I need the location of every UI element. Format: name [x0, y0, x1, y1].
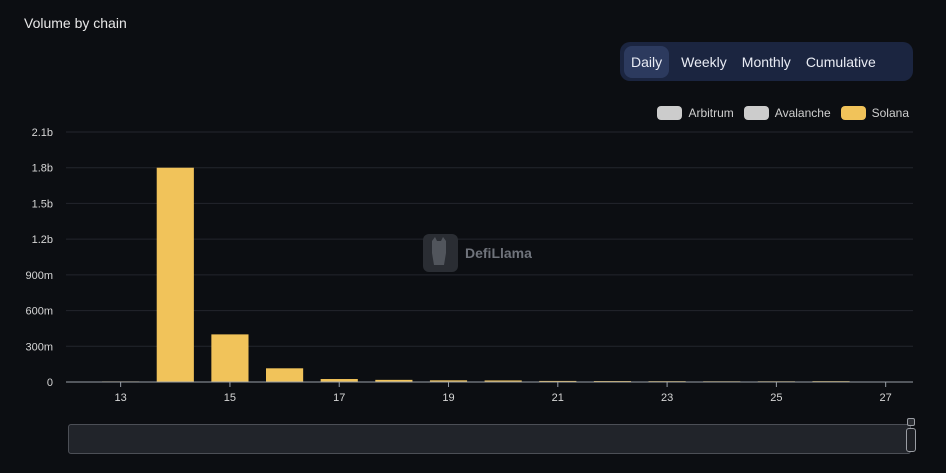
grid-lines	[66, 131, 913, 347]
period-tabs: Daily Weekly Monthly Cumulative	[620, 42, 913, 81]
tab-daily[interactable]: Daily	[624, 45, 670, 78]
x-tick-label: 25	[770, 392, 782, 404]
zoom-slider[interactable]	[68, 424, 911, 454]
x-tick-label: 13	[115, 392, 127, 404]
zoom-slider-range	[69, 425, 910, 453]
chart-title: Volume by chain	[24, 15, 127, 31]
x-tick-label: 15	[224, 392, 236, 404]
tab-cumulative[interactable]: Cumulative	[805, 53, 876, 70]
zoom-slider-handle[interactable]	[906, 428, 916, 452]
bar-solana-18[interactable]	[375, 379, 413, 382]
x-tick-label: 27	[880, 392, 892, 404]
zoom-handle-grip-icon[interactable]	[907, 418, 915, 426]
y-tick-label: 2.1b	[32, 127, 53, 139]
y-tick-label: 300m	[25, 341, 53, 353]
bar-solana-14[interactable]	[156, 167, 194, 382]
bar-solana-15[interactable]	[211, 334, 249, 382]
chart-legend: Arbitrum Avalanche Solana	[657, 106, 909, 120]
y-axis-ticks: 0 300m 600m 900m 1.2b 1.5b 1.8b 2.1b	[25, 127, 53, 389]
x-tick-label: 23	[661, 392, 673, 404]
y-tick-label: 0	[47, 377, 53, 389]
legend-label-solana: Solana	[871, 106, 909, 120]
x-tick-label: 21	[552, 392, 564, 404]
y-tick-label: 1.8b	[32, 163, 53, 175]
bar-solana-20[interactable]	[484, 380, 522, 382]
llama-head-icon	[432, 237, 446, 265]
legend-label-arbitrum: Arbitrum	[688, 106, 734, 120]
legend-swatch-arbitrum	[657, 106, 683, 120]
legend-swatch-solana	[840, 106, 866, 120]
y-tick-label: 900m	[25, 270, 53, 282]
x-tick-label: 17	[333, 392, 345, 404]
bar-solana-16[interactable]	[266, 368, 304, 382]
bar-solana-19[interactable]	[429, 380, 468, 382]
bar-solana-21[interactable]	[539, 380, 577, 382]
legend-item-avalanche[interactable]: Avalanche	[743, 106, 831, 120]
y-tick-label: 1.5b	[32, 198, 53, 210]
tab-weekly[interactable]: Weekly	[681, 53, 727, 70]
bar-solana-17[interactable]	[320, 379, 358, 382]
legend-item-arbitrum[interactable]: Arbitrum	[657, 106, 734, 120]
y-tick-label: 1.2b	[32, 234, 53, 246]
defillama-watermark: DefiLlama	[423, 234, 532, 272]
watermark-text: DefiLlama	[465, 245, 532, 261]
legend-item-solana[interactable]: Solana	[840, 106, 909, 120]
tab-monthly[interactable]: Monthly	[741, 53, 791, 70]
x-tick-label: 19	[442, 392, 454, 404]
y-tick-label: 600m	[25, 306, 53, 318]
x-axis-ticks: 13 15 17 19 21 23 25 27	[115, 382, 892, 404]
legend-swatch-avalanche	[743, 106, 769, 120]
bars	[102, 167, 850, 383]
legend-label-avalanche: Avalanche	[774, 106, 831, 120]
